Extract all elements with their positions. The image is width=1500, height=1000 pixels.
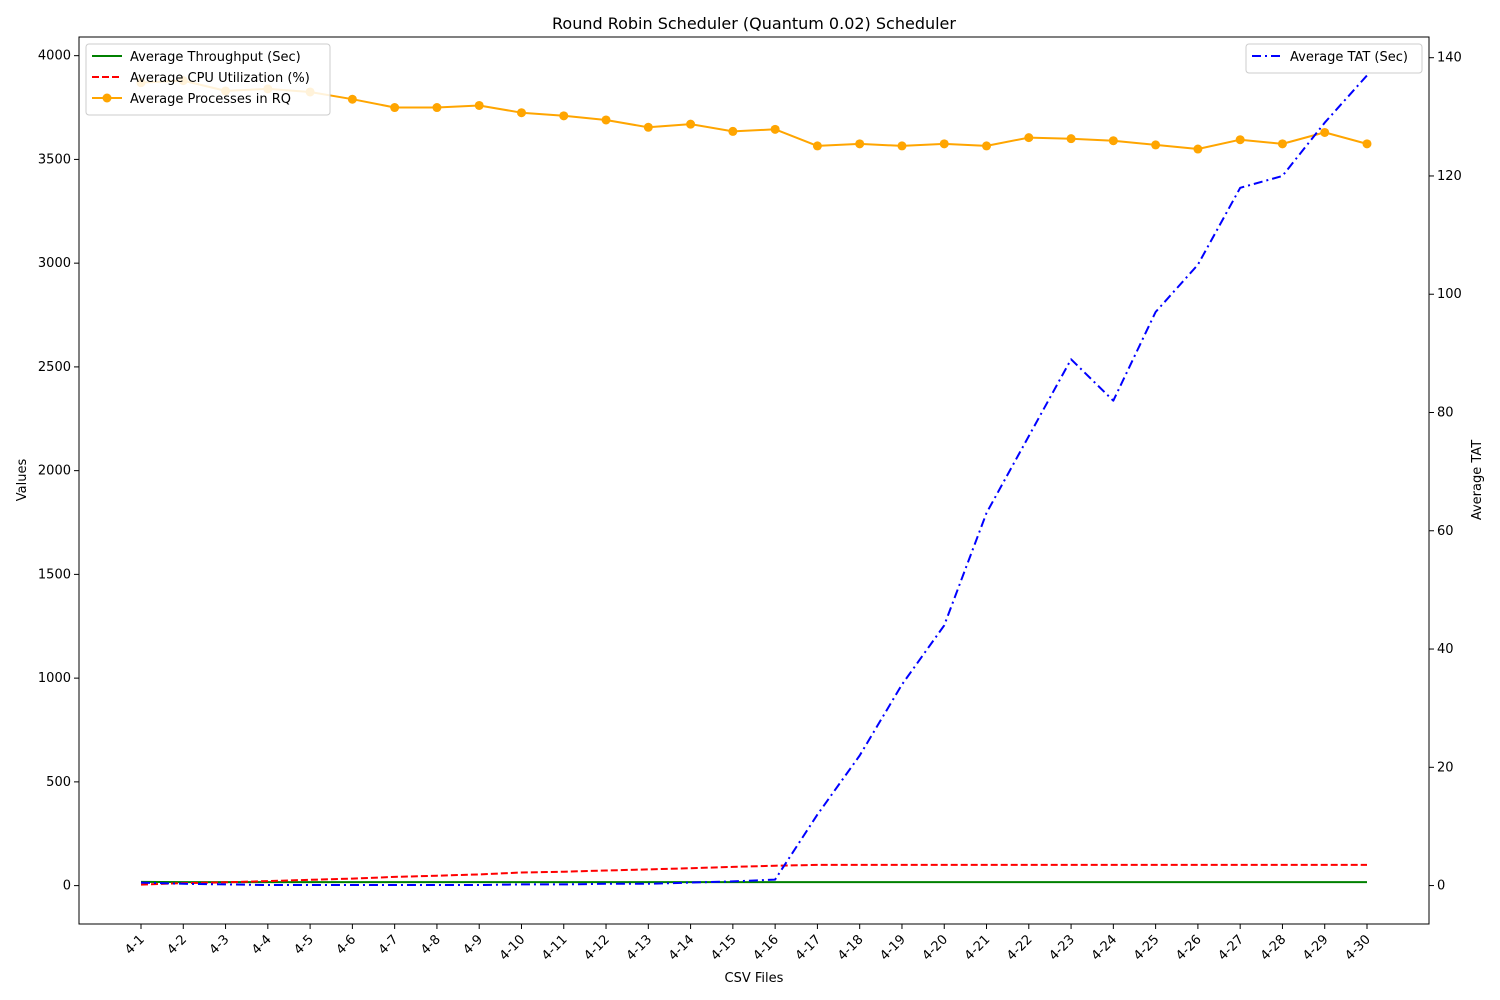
series-2-point xyxy=(601,115,611,125)
y-tick-label: 3500 xyxy=(38,152,71,167)
series-2-point xyxy=(1320,127,1330,137)
legend-label: Average TAT (Sec) xyxy=(1290,50,1408,65)
series-line-3 xyxy=(140,74,1368,886)
series-2-point xyxy=(1108,136,1118,146)
y-tick-label: 4000 xyxy=(38,49,71,64)
legend-box xyxy=(85,43,331,116)
series-line-2 xyxy=(140,79,1368,150)
legend-right: Average TAT (Sec) xyxy=(1245,43,1423,74)
series-2-point xyxy=(686,119,696,129)
y-right-tick-label: 100 xyxy=(1437,287,1462,302)
y-tick-label: 2000 xyxy=(38,464,71,479)
y-right-tick-label: 60 xyxy=(1437,524,1454,539)
y-axis-right-label: Average TAT xyxy=(1470,440,1485,520)
series-2-point xyxy=(982,141,992,151)
series-2-point xyxy=(939,139,949,149)
y-tick-label: 3000 xyxy=(38,256,71,271)
legend-label: Average Throughput (Sec) xyxy=(130,50,301,65)
y-tick-label: 0 xyxy=(63,879,71,894)
series-line-1 xyxy=(140,863,1367,886)
series-2-point xyxy=(1362,139,1372,149)
series-2-point xyxy=(1151,140,1161,150)
series-2-point xyxy=(516,108,526,118)
y-right-tick-label: 120 xyxy=(1437,169,1462,184)
series-2-point xyxy=(1066,134,1076,144)
y-tick-label: 2500 xyxy=(38,360,71,375)
series-2-point xyxy=(1193,144,1203,154)
series-2-point xyxy=(1235,135,1245,145)
legend-left: Average Throughput (Sec) Average CPU Util… xyxy=(85,43,331,116)
y-right-tick-label: 80 xyxy=(1437,405,1454,420)
y-right-tick-label: 0 xyxy=(1437,879,1445,894)
plot-frame xyxy=(78,36,1430,925)
legend-label: Average CPU Utilization (%) xyxy=(130,71,310,86)
series-2-point xyxy=(1277,139,1287,149)
series-2-point xyxy=(897,141,907,151)
y-right-tick-label: 140 xyxy=(1437,51,1462,66)
y-right-tick-label: 40 xyxy=(1437,642,1454,657)
series-2-point xyxy=(559,111,569,121)
series-2-point xyxy=(855,139,865,149)
series-2-point xyxy=(432,103,442,113)
y-axis-label: Values xyxy=(15,459,30,502)
series-2-point xyxy=(728,126,738,136)
series-2-point xyxy=(812,141,822,151)
series-2-point xyxy=(770,124,780,134)
legend-box xyxy=(1245,43,1423,74)
series-2-point xyxy=(643,122,653,132)
y-tick-label: 1500 xyxy=(38,567,71,582)
chart-title: Round Robin Scheduler (Quantum 0.02) Sch… xyxy=(552,14,956,33)
x-axis-label: CSV Files xyxy=(725,971,784,986)
y-right-tick-label: 20 xyxy=(1437,760,1454,775)
legend-marker xyxy=(102,93,112,103)
series-2-point xyxy=(390,103,400,113)
y-tick-label: 500 xyxy=(46,775,71,790)
y-tick-label: 1000 xyxy=(38,671,71,686)
legend-label: Average Processes in RQ xyxy=(130,92,291,107)
series-2-point xyxy=(474,100,484,110)
series-2-point xyxy=(1024,133,1034,143)
series-2-point xyxy=(347,94,357,104)
